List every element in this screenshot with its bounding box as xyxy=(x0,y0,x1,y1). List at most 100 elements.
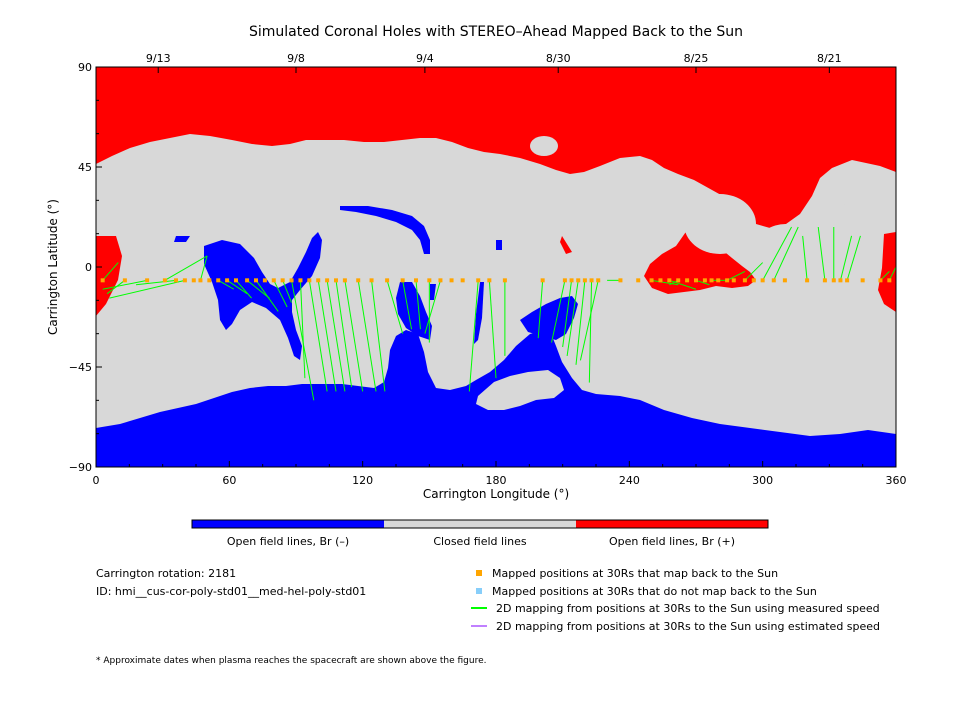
mapped-point xyxy=(449,278,454,283)
mapped-point xyxy=(356,278,361,283)
mapped-point xyxy=(731,278,736,283)
x-tick-label: 120 xyxy=(352,474,373,487)
mapped-point xyxy=(162,278,167,283)
mapped-point xyxy=(487,278,492,283)
measured-speed-line xyxy=(308,280,328,392)
mapped-point xyxy=(576,278,581,283)
mapped-point xyxy=(636,278,641,283)
measured-speed-line xyxy=(575,280,586,365)
y-axis-label: Carrington Latitude (°) xyxy=(46,199,60,335)
measured-speed-line xyxy=(317,280,337,392)
mapped-point xyxy=(191,278,196,283)
negative-lobe xyxy=(174,236,190,242)
mapped-point xyxy=(427,278,432,283)
connection-lines xyxy=(102,226,896,401)
negative-lobe xyxy=(340,206,430,254)
colorbar-closed xyxy=(384,520,576,528)
mapped-point xyxy=(751,278,756,283)
x-tick-label: 360 xyxy=(886,474,907,487)
measured-speed-line xyxy=(537,280,544,339)
measured-speed-line xyxy=(402,280,413,330)
mapped-point xyxy=(182,278,187,283)
mapped-point xyxy=(649,278,654,283)
colorbar-label-closed: Closed field lines xyxy=(433,535,527,548)
y-axis: 90 45 0 −45 −90 xyxy=(69,61,102,474)
x-tick-label: 180 xyxy=(486,474,507,487)
measured-speed-line xyxy=(335,280,353,388)
measured-speed-line xyxy=(344,280,364,392)
closed-island xyxy=(476,370,564,410)
y-tick-label: −45 xyxy=(69,361,92,374)
negative-dot xyxy=(496,240,502,250)
measured-speed-line xyxy=(695,279,710,286)
mapped-point xyxy=(502,278,507,283)
negative-lobe xyxy=(396,282,432,340)
mapped-point xyxy=(207,278,212,283)
coronal-hole-map xyxy=(96,67,896,467)
mapped-point xyxy=(245,278,250,283)
mapped-point xyxy=(385,278,390,283)
mapped-point xyxy=(400,278,405,283)
measured-speed-line xyxy=(217,279,235,290)
footnote: * Approximate dates when plasma reaches … xyxy=(96,656,487,666)
mapped-point xyxy=(174,278,178,283)
measured-speed-line xyxy=(246,279,270,299)
measured-speed-line xyxy=(102,262,119,281)
x-tick-label: 60 xyxy=(222,474,236,487)
measured-speed-line xyxy=(282,280,293,303)
mapped-point xyxy=(562,278,567,283)
measured-speed-line xyxy=(726,270,746,281)
measured-speed-line xyxy=(415,280,421,330)
legend-item: 2D mapping from positions at 30Rs to the… xyxy=(471,601,880,615)
y-tick-label: 45 xyxy=(78,161,92,174)
legend-label: Mapped positions at 30Rs that map back t… xyxy=(492,566,779,580)
measured-speed-line xyxy=(566,280,579,356)
measured-speed-line xyxy=(357,280,377,392)
mapped-point xyxy=(685,278,690,283)
y-tick-label: 90 xyxy=(78,61,92,74)
positive-sliver xyxy=(560,236,572,254)
mapped-point xyxy=(838,278,843,283)
mapped-point xyxy=(476,278,481,283)
x-axis-label: Carrington Longitude (°) xyxy=(423,487,569,501)
measured-speed-line xyxy=(762,226,792,281)
mapped-point xyxy=(262,278,267,283)
top-date-axis: 9/13 9/8 9/4 8/30 8/25 8/21 xyxy=(146,52,842,73)
legend-label: 2D mapping from positions at 30Rs to the… xyxy=(496,619,881,633)
measured-speed-line xyxy=(551,280,566,343)
top-date-label: 8/21 xyxy=(817,52,842,65)
carrington-rotation: Carrington rotation: 2181 xyxy=(96,567,237,580)
mapped-point xyxy=(280,278,285,283)
mapped-point xyxy=(569,278,574,283)
mapped-point xyxy=(725,278,730,283)
x-tick-label: 0 xyxy=(93,474,100,487)
mapped-point xyxy=(716,278,721,283)
measured-speed-line xyxy=(588,280,593,383)
closed-island xyxy=(758,224,814,264)
measured-speed-line xyxy=(164,255,208,281)
measured-speed-line xyxy=(888,265,896,281)
mapped-point xyxy=(658,278,663,283)
mapped-point xyxy=(771,278,776,283)
measured-speed-line xyxy=(371,280,386,392)
chart-title: Simulated Coronal Holes with STEREO–Ahea… xyxy=(249,24,743,40)
measured-speed-line xyxy=(817,226,826,281)
mapped-point xyxy=(438,278,443,283)
measured-speed-line xyxy=(802,235,808,281)
mapped-point xyxy=(676,278,681,283)
positive-patch-west xyxy=(96,236,122,316)
mapped-point xyxy=(198,278,203,283)
mapped-point xyxy=(702,278,707,283)
mapped-point xyxy=(298,278,303,283)
y-tick-label: 0 xyxy=(85,261,92,274)
colorbar-negative xyxy=(192,520,384,528)
measured-speed-line xyxy=(846,235,861,281)
mapped-point xyxy=(225,278,230,283)
colorbar-positive xyxy=(576,520,768,528)
top-date-label: 9/8 xyxy=(287,52,305,65)
mapped-point xyxy=(369,278,374,283)
measured-speed-line xyxy=(839,235,853,281)
mapped-point xyxy=(334,278,338,283)
mapped-point xyxy=(254,278,258,283)
